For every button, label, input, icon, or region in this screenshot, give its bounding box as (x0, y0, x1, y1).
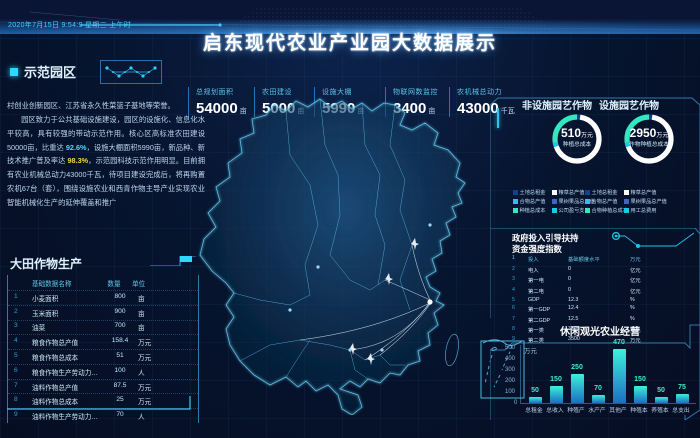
svg-text:2950万元: 2950万元 (630, 126, 669, 140)
svg-text:种植总成本: 种植总成本 (563, 140, 592, 148)
svg-text:510万元: 510万元 (561, 126, 593, 140)
svg-text:作物种植总成本: 作物种植总成本 (629, 140, 669, 148)
